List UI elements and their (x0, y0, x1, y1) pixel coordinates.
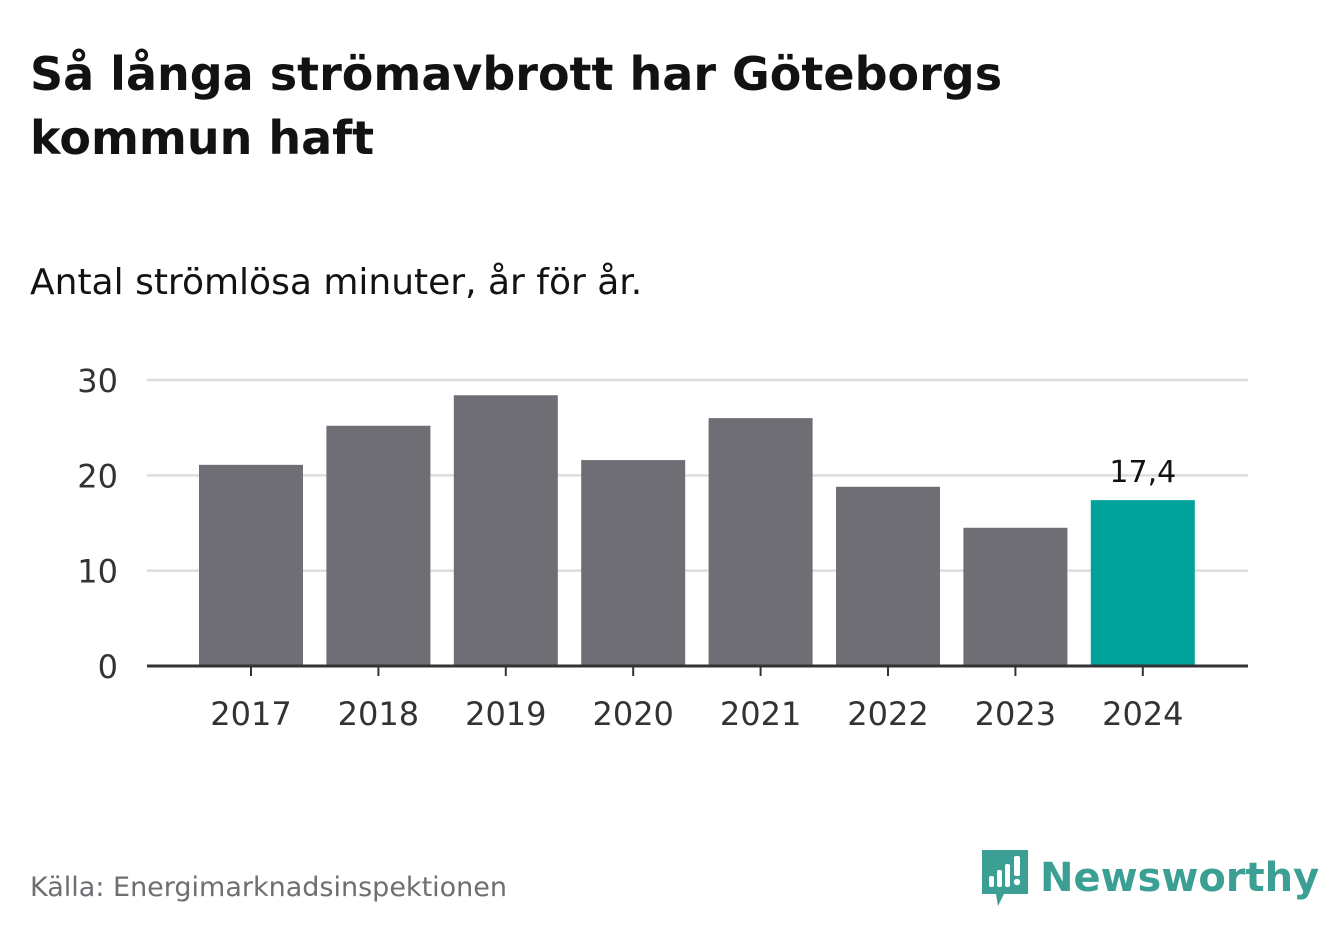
x-tick-label: 2017 (210, 695, 291, 733)
bar (1090, 500, 1195, 666)
chart-title: Så långa strömavbrott har Göteborgs komm… (30, 47, 1003, 165)
x-tick-label: 2021 (720, 695, 801, 733)
y-tick-label: 20 (77, 457, 118, 495)
y-tick-label: 10 (77, 553, 118, 591)
y-tick-label: 0 (98, 648, 118, 686)
brand: Newsworthy (980, 848, 1319, 908)
bar (836, 486, 940, 666)
chart-subtitle: Antal strömlösa minuter, år för år. (30, 262, 643, 303)
y-tick-label: 30 (77, 362, 118, 400)
bar (453, 395, 558, 666)
bars (199, 395, 1195, 666)
newsworthy-logo-icon (982, 850, 1028, 906)
bar (963, 527, 1068, 666)
gridlines (147, 378, 1248, 572)
x-tick-label: 2024 (1102, 695, 1183, 733)
source-note: Källa: Energimarknadsinspektionen (30, 872, 508, 903)
bar (581, 460, 686, 666)
x-tick-label: 2020 (592, 695, 673, 733)
x-tick-label: 2019 (465, 695, 546, 733)
x-tick-label: 2018 (338, 695, 419, 733)
bar (708, 418, 813, 666)
bar (326, 425, 431, 666)
axes (147, 664, 1248, 676)
labels: 0 10 20 30 2017 2018 2019 2020 2021 2022 2023 2024 1… (77, 362, 1183, 733)
brand-name: Newsworthy (1040, 855, 1320, 901)
data-label: 17,4 (1109, 455, 1176, 490)
bar (199, 464, 303, 666)
x-tick-label: 2022 (847, 695, 928, 733)
x-tick-label: 2023 (975, 695, 1056, 733)
bar-chart: 0 10 20 30 2017 2018 2019 2020 2021 2022 2023 2024 1… (77, 362, 1248, 733)
